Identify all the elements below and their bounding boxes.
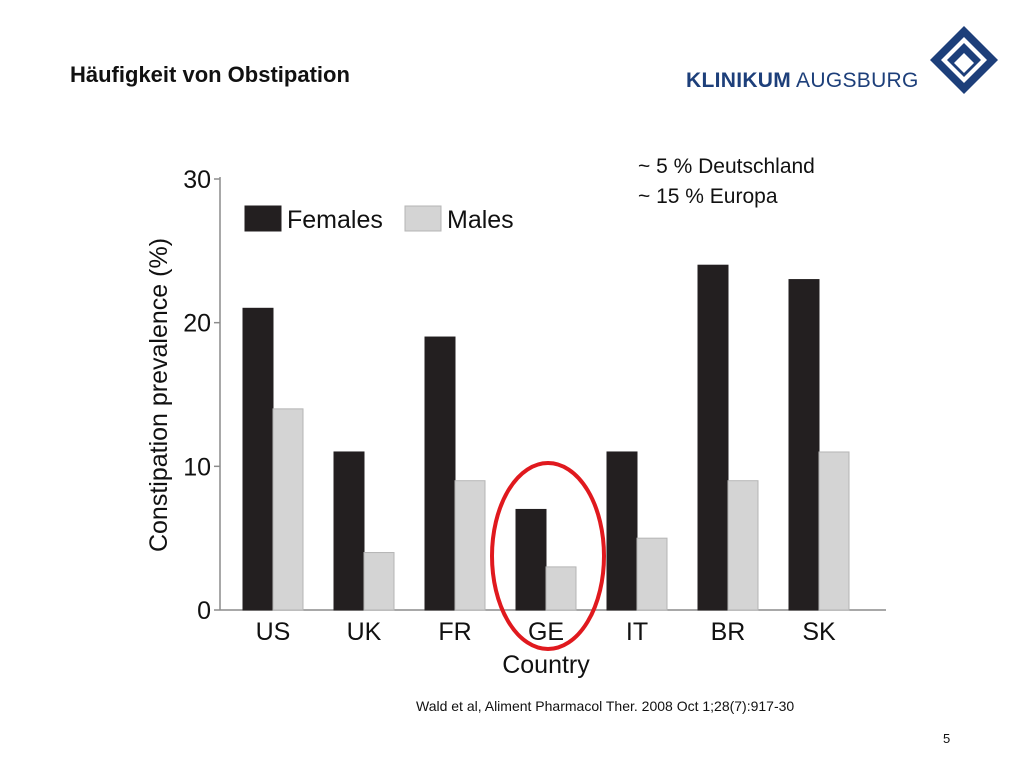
x-tick-label-it: IT [626,618,648,646]
bar-females-us [242,307,274,611]
citation: Wald et al, Aliment Pharmacol Ther. 2008… [416,698,795,714]
x-tick-label-br: BR [711,618,746,646]
y-tick-label: 20 [183,310,211,338]
x-tick-label-us: US [256,618,291,646]
bar-males-sk [818,451,850,611]
legend-swatch-females [244,205,282,232]
y-tick-label: 10 [183,453,211,481]
highlight-ellipse-ge [490,461,606,651]
bar-males-ge [545,566,577,611]
bar-females-br [697,264,729,611]
bar-males-uk [363,552,395,611]
bar-males-us [272,408,304,611]
x-tick-label-uk: UK [347,618,382,646]
klinikum-augsburg-diamond-logo-icon [930,26,998,94]
y-tick-label: 0 [197,597,211,625]
bar-females-sk [788,279,820,611]
annotation-europe: ~ 15 % Europa [638,185,778,208]
page-number: 5 [943,731,951,746]
legend-label-females: Females [287,206,383,234]
x-tick-label-sk: SK [802,618,836,646]
bar-males-br [727,480,759,611]
slide-title: Häufigkeit von Obstipation [70,62,350,87]
annotation-germany: ~ 5 % Deutschland [638,155,815,178]
legend-label-males: Males [447,206,514,234]
bar-females-ge [515,508,547,611]
legend-swatch-males [404,205,442,232]
x-tick-label-ge: GE [528,618,564,646]
bar-females-uk [333,451,365,611]
bar-females-it [606,451,638,611]
annotation-block: ~ 5 % Deutschland ~ 15 % Europa [638,152,815,212]
bar-males-it [636,537,668,611]
y-tick-label: 30 [183,166,211,194]
x-axis-label: Country [502,651,590,679]
bar-males-fr [454,480,486,611]
bar-females-fr [424,336,456,611]
logo-text-bold: KLINIKUM [686,69,792,92]
y-axis-label: Constipation prevalence (%) [145,238,173,552]
logo-text-regular: AUGSBURG [796,69,919,92]
x-tick-label-fr: FR [438,618,471,646]
logo-text: KLINIKUM AUGSBURG [686,69,919,93]
